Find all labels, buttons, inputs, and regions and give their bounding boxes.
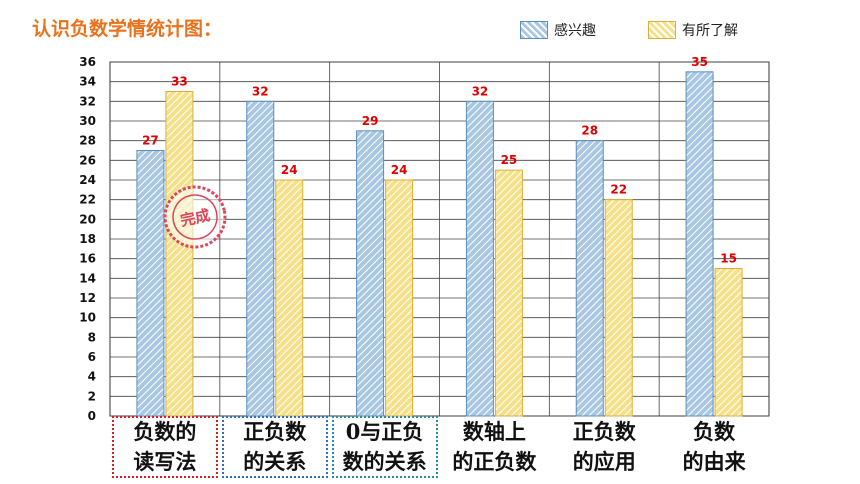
category-label: 负数的 读写法	[111, 416, 218, 478]
bar-series1	[356, 130, 385, 417]
y-tick-label: 4	[88, 370, 96, 384]
category-label-line: 的由来	[682, 449, 746, 474]
data-label: 27	[142, 134, 159, 148]
bar-series2	[604, 199, 633, 417]
legend-swatch-series1	[520, 21, 548, 39]
data-labels: 27 32 29 32 28 35 33 24 24 25 22 15	[142, 55, 737, 266]
category-label: 0与正负数的关系	[331, 416, 438, 478]
stamp-text: 完成	[179, 206, 212, 230]
y-tick-label: 18	[79, 232, 96, 246]
y-tick-label: 30	[79, 114, 96, 128]
data-label: 29	[362, 114, 379, 128]
y-tick-label: 0	[88, 409, 96, 423]
bars	[136, 71, 743, 417]
data-label: 24	[391, 163, 408, 177]
category-label-line: 的应用	[572, 449, 636, 474]
category-label-line: 负数	[693, 419, 736, 444]
y-tick-label: 14	[79, 271, 96, 285]
category-label-line: 数的关系	[342, 449, 427, 474]
data-label: 22	[610, 183, 627, 197]
bar-series1	[465, 100, 494, 417]
category-label-line: 的正负数	[452, 449, 537, 474]
y-tick-label: 20	[79, 212, 96, 226]
y-tick-label: 6	[88, 350, 96, 364]
category-label-line: 0与正负	[345, 419, 424, 444]
y-tick-label: 34	[79, 75, 96, 89]
y-tick-label: 36	[79, 55, 96, 69]
bar-series2	[494, 169, 523, 417]
bar-series1	[136, 150, 165, 417]
y-tick-label: 28	[79, 134, 96, 148]
legend-swatch-series2	[648, 21, 676, 39]
data-label: 15	[720, 252, 737, 266]
category-label: 数轴上 的正负数	[441, 416, 547, 478]
y-tick-label: 16	[79, 252, 96, 266]
bar-series2	[714, 268, 743, 417]
grid-lines	[109, 61, 770, 417]
bar-series1	[685, 71, 714, 417]
y-tick-label: 10	[79, 311, 96, 325]
legend-item-series1: 感兴趣	[520, 20, 596, 40]
data-label: 33	[171, 75, 188, 89]
y-tick-label: 26	[79, 153, 96, 167]
bar-series2	[385, 179, 414, 417]
category-label: 负数 的由来	[661, 416, 767, 478]
y-tick-label: 8	[88, 330, 96, 344]
legend-item-series2: 有所了解	[648, 20, 738, 40]
category-label-line: 正负数	[243, 419, 307, 444]
legend-label-series2: 有所了解	[682, 23, 738, 39]
data-label: 28	[581, 124, 598, 138]
data-label: 35	[691, 55, 708, 69]
y-tick-label: 12	[79, 291, 96, 305]
category-label-line: 数轴上	[462, 419, 526, 444]
y-tick-label: 22	[79, 193, 96, 207]
bar-series2	[275, 179, 304, 417]
bar-series1	[575, 140, 604, 417]
category-label-line: 读写法	[133, 449, 197, 474]
category-label: 正负数 的应用	[551, 416, 657, 478]
completed-stamp: 完成	[163, 185, 227, 249]
bar-series2	[165, 91, 194, 417]
category-label-line: 负数的	[133, 419, 197, 444]
y-tick-label: 2	[88, 389, 96, 403]
y-tick-label: 24	[79, 173, 96, 187]
category-label-line: 的关系	[243, 449, 307, 474]
page-title: 认识负数学情统计图：	[32, 18, 223, 40]
category-label: 正负数 的关系	[221, 416, 328, 478]
category-label-line: 正负数	[572, 419, 636, 444]
y-tick-label: 32	[79, 94, 96, 108]
data-label: 24	[281, 163, 298, 177]
legend-label-series1: 感兴趣	[554, 23, 596, 39]
bar-series1	[246, 100, 275, 417]
data-label: 32	[472, 84, 489, 98]
data-label: 32	[252, 84, 269, 98]
data-label: 25	[501, 153, 518, 167]
